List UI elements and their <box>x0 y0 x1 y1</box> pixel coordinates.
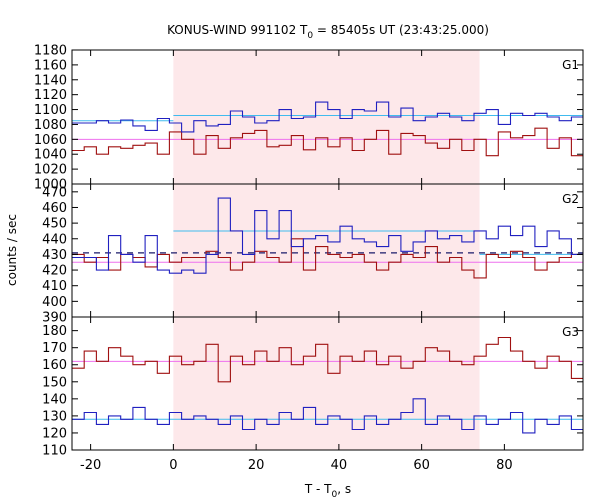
xtick-label-20: 20 <box>248 458 265 473</box>
xtick-label-0: 0 <box>169 458 177 473</box>
g2-ytick-label-470: 470 <box>42 185 67 200</box>
y-axis-title: counts / sec <box>5 214 19 286</box>
g2-ytick-label-410: 410 <box>42 279 67 294</box>
g2-ytick-label-440: 440 <box>42 232 67 247</box>
g2-series-blue <box>72 197 583 274</box>
g2-ytick-label-460: 460 <box>42 201 67 216</box>
xtick-label--20: -20 <box>80 458 101 473</box>
g1-ytick-label-1080: 1080 <box>34 118 67 133</box>
g2-panel-label: G2 <box>562 192 579 206</box>
xtick-label-40: 40 <box>331 458 348 473</box>
xtick-label-80: 80 <box>496 458 513 473</box>
g1-series-blue <box>72 101 583 133</box>
g3-series-red <box>72 336 583 383</box>
g2-ytick-label-400: 400 <box>42 295 67 310</box>
g3-ytick-label-170: 170 <box>42 341 67 356</box>
g2-ytick-label-390: 390 <box>42 311 67 326</box>
g1-ytick-label-1060: 1060 <box>34 133 67 148</box>
g3-series-blue <box>72 398 583 434</box>
g1-series-red <box>72 127 583 157</box>
g1-ytick-label-1100: 1100 <box>34 103 67 118</box>
g2-ytick-label-430: 430 <box>42 248 67 263</box>
g3-ytick-label-130: 130 <box>42 409 67 424</box>
g1-ytick-label-1040: 1040 <box>34 148 67 163</box>
g3-ytick-label-120: 120 <box>42 426 67 441</box>
g2-ytick-label-420: 420 <box>42 264 67 279</box>
g3-ytick-label-110: 110 <box>42 444 67 459</box>
g3-ytick-label-140: 140 <box>42 392 67 407</box>
g2-ytick-label-450: 450 <box>42 217 67 232</box>
g1-ytick-label-1180: 1180 <box>34 44 67 59</box>
g3-ytick-label-180: 180 <box>42 324 67 339</box>
g1-panel-label: G1 <box>562 58 579 72</box>
g3-frame <box>71 316 584 451</box>
x-axis-title: T - T0, s <box>304 482 351 500</box>
xtick-label-60: 60 <box>413 458 430 473</box>
g1-ytick-label-1140: 1140 <box>34 73 67 88</box>
g1-ytick-label-1000: 1000 <box>34 178 67 193</box>
g1-ytick-label-1160: 1160 <box>34 58 67 73</box>
g3-ytick-label-160: 160 <box>42 358 67 373</box>
plot-layer: 1000102010401060108011001120114011601180… <box>34 44 584 473</box>
highlight-region <box>173 50 480 450</box>
g1-ytick-label-1020: 1020 <box>34 163 67 178</box>
g3-panel-label: G3 <box>562 325 579 339</box>
g3-ytick-label-150: 150 <box>42 375 67 390</box>
g1-ytick-label-1120: 1120 <box>34 88 67 103</box>
chart-title: KONUS-WIND 991102 T0 = 85405s UT (23:43:… <box>167 23 489 41</box>
